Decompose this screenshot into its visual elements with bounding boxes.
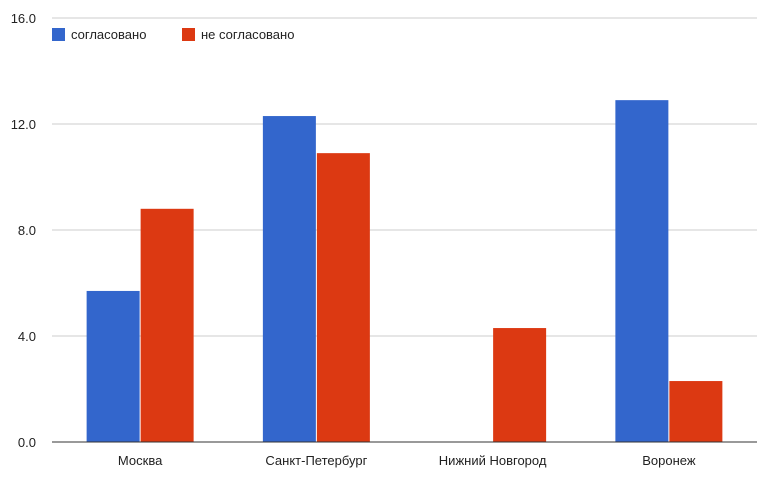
x-tick-label: Нижний Новгород <box>439 453 547 468</box>
legend-swatch-not-agreed <box>182 28 195 41</box>
bars <box>86 100 723 443</box>
bar <box>140 208 194 442</box>
y-axis-tick-labels: 0.0 4.0 8.0 12.0 16.0 <box>11 11 36 450</box>
legend-item-agreed: согласовано <box>52 27 146 42</box>
x-axis-tick-labels: Москва Санкт-Петербург Нижний Новгород Воро… <box>118 453 696 468</box>
y-tick-label: 16.0 <box>11 11 36 26</box>
y-tick-label: 4.0 <box>18 329 36 344</box>
bar <box>615 100 669 443</box>
bar <box>493 328 547 442</box>
legend: согласовано не согласовано <box>52 27 294 42</box>
bar <box>262 116 316 443</box>
bar <box>669 381 723 442</box>
y-tick-label: 12.0 <box>11 117 36 132</box>
x-tick-label: Москва <box>118 453 163 468</box>
legend-label-agreed: согласовано <box>71 27 146 42</box>
legend-item-not-agreed: не согласовано <box>182 27 294 42</box>
bar <box>316 153 370 442</box>
y-tick-label: 0.0 <box>18 435 36 450</box>
legend-swatch-agreed <box>52 28 65 41</box>
x-tick-label: Санкт-Петербург <box>265 453 367 468</box>
legend-label-not-agreed: не согласовано <box>201 27 294 42</box>
bar <box>86 290 140 442</box>
y-tick-label: 8.0 <box>18 223 36 238</box>
x-tick-label: Воронеж <box>642 453 696 468</box>
